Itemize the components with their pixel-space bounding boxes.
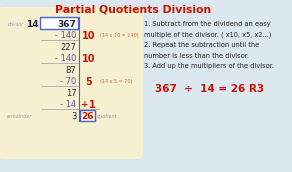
Text: 1. Subtract from the dividend an easy: 1. Subtract from the dividend an easy — [144, 21, 270, 27]
Text: (14 x 10 = 140): (14 x 10 = 140) — [100, 33, 139, 38]
Text: 14: 14 — [27, 19, 39, 29]
Text: 87: 87 — [66, 66, 77, 74]
FancyBboxPatch shape — [0, 7, 143, 159]
Text: - 14: - 14 — [60, 100, 77, 109]
Text: 5: 5 — [85, 77, 92, 87]
Text: remainder: remainder — [7, 114, 33, 119]
Text: 2. Repeat the subtraction until the: 2. Repeat the subtraction until the — [144, 42, 259, 48]
Text: - 140: - 140 — [55, 54, 77, 63]
Text: - 140: - 140 — [55, 31, 77, 40]
Text: 367: 367 — [58, 19, 77, 29]
Text: multiple of the divisor. ( x10, x5, x2...): multiple of the divisor. ( x10, x5, x2..… — [144, 31, 271, 38]
Text: dividend: dividend — [58, 8, 79, 13]
Text: Partial Quotients Division: Partial Quotients Division — [55, 4, 211, 14]
Text: 3: 3 — [71, 111, 77, 121]
Text: quotient: quotient — [97, 114, 117, 119]
Text: 10: 10 — [81, 53, 95, 63]
Text: divisor: divisor — [7, 22, 24, 26]
Text: 227: 227 — [61, 42, 77, 51]
Text: 17: 17 — [66, 89, 77, 98]
Text: 26: 26 — [81, 111, 94, 121]
Text: - 70: - 70 — [60, 77, 77, 86]
Bar — [40, 17, 78, 29]
Text: number is less than the divisor.: number is less than the divisor. — [144, 52, 249, 58]
Text: 1: 1 — [88, 99, 95, 110]
Text: 10: 10 — [81, 30, 95, 40]
Bar — [80, 110, 95, 121]
Text: 3. Add up the multipliers of the divisor.: 3. Add up the multipliers of the divisor… — [144, 63, 274, 69]
Text: 367  ÷  14 = 26 R3: 367 ÷ 14 = 26 R3 — [155, 84, 264, 94]
Text: (14 x 5 = 70): (14 x 5 = 70) — [100, 79, 133, 84]
Text: +: + — [81, 100, 88, 109]
